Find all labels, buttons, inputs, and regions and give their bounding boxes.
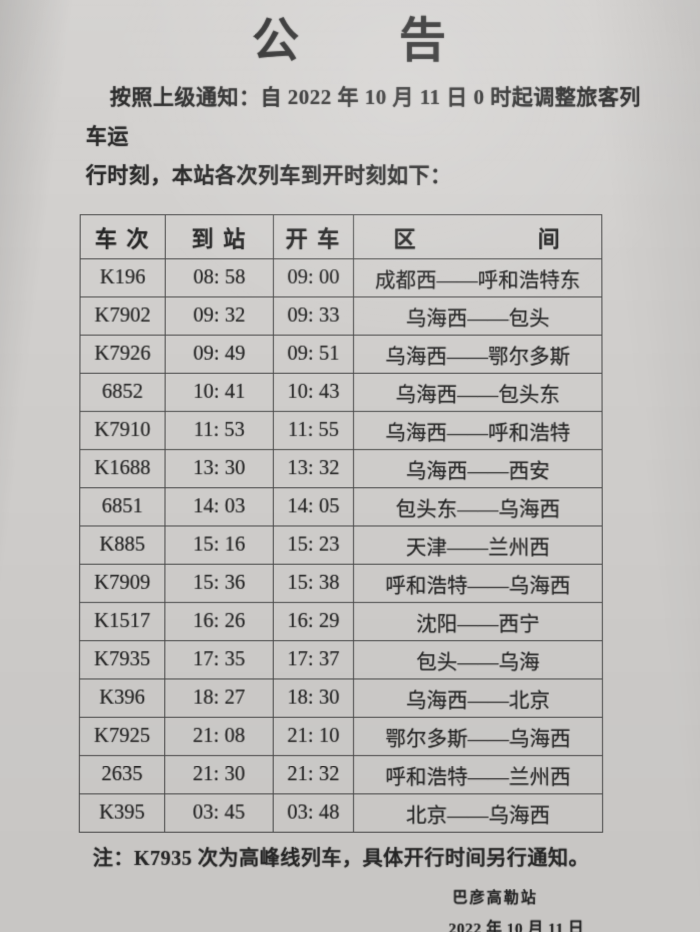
arrival-time-cell: 15: 16 <box>164 526 274 565</box>
timetable-row: K7909 15: 36 15: 38 呼和浩特——乌海西 <box>79 564 603 603</box>
route-section-cell: 呼和浩特——乌海西 <box>353 564 603 603</box>
arrival-time-cell: 09: 49 <box>165 335 274 374</box>
departure-time-cell: 21: 10 <box>273 717 354 756</box>
departure-time-cell: 09: 33 <box>273 297 354 336</box>
route-section-cell: 鄂尔多斯——乌海西 <box>353 717 603 756</box>
departure-time-cell: 03: 48 <box>273 794 354 833</box>
route-section-cell: 沈阳——西宁 <box>353 602 603 642</box>
arrival-time-cell: 11: 53 <box>165 411 274 450</box>
timetable-row: K7910 11: 53 11: 55 乌海西——呼和浩特 <box>79 411 603 450</box>
arrival-time-cell: 09: 32 <box>165 297 274 336</box>
route-section-cell: 乌海西——包头东 <box>353 373 603 412</box>
arrival-time-cell: 16: 26 <box>164 602 274 642</box>
departure-time-cell: 18: 30 <box>273 679 354 718</box>
departure-time-cell: 15: 23 <box>273 526 354 565</box>
arrival-time-cell: 14: 03 <box>164 488 274 527</box>
route-section-cell: 乌海西——西安 <box>353 449 603 489</box>
notice-intro: 按照上级通知：自 2022 年 10 月 11 日 0 时起调整旅客列车运 行时… <box>86 78 651 195</box>
train-number-cell: K1517 <box>79 602 165 642</box>
arrival-time-cell: 13: 30 <box>165 449 274 489</box>
timetable-row: K885 15: 16 15: 23 天津——兰州西 <box>79 526 603 565</box>
timetable-row: K7925 21: 08 21: 10 鄂尔多斯——乌海西 <box>79 717 603 756</box>
timetable-row: K395 03: 45 03: 48 北京——乌海西 <box>79 794 603 833</box>
timetable-row: K196 08: 58 09: 00 成都西——呼和浩特东 <box>80 259 602 298</box>
route-section-cell: 天津——兰州西 <box>353 526 603 565</box>
train-number-cell: 6851 <box>79 488 166 527</box>
arrival-time-cell: 18: 27 <box>164 679 274 718</box>
arrival-time-cell: 15: 36 <box>164 564 274 603</box>
train-number-cell: K196 <box>80 259 166 298</box>
route-section-cell: 成都西——呼和浩特东 <box>353 259 602 298</box>
arrival-time-cell: 03: 45 <box>164 794 274 833</box>
train-number-cell: K7926 <box>79 335 166 374</box>
notice-title: 公 告 <box>251 15 449 68</box>
arrival-time-cell: 08: 58 <box>165 259 274 298</box>
timetable-body: K196 08: 58 09: 00 成都西——呼和浩特东 K7902 09: … <box>79 259 603 833</box>
notice-footnote: 注：K7935 次为高峰线列车，具体开行时间另行通知。 <box>92 848 590 871</box>
col-header-arrival: 到 站 <box>165 215 274 260</box>
train-number-cell: K885 <box>79 526 165 565</box>
notice-date: 2022 年 10 月 11 日 <box>448 920 585 932</box>
train-number-cell: K7909 <box>79 564 165 603</box>
train-number-cell: K7910 <box>79 411 166 450</box>
route-section-cell: 包头东——乌海西 <box>353 488 603 527</box>
route-section-cell: 包头——乌海 <box>353 641 603 680</box>
intro-line-2: 行时刻，本站各次列车到开时刻如下： <box>85 163 452 188</box>
arrival-time-cell: 10: 41 <box>165 373 274 412</box>
train-number-cell: 6852 <box>79 373 166 412</box>
train-number-cell: K7902 <box>80 297 166 336</box>
departure-time-cell: 21: 32 <box>273 755 354 795</box>
station-signature: 巴彦高勒站 <box>452 890 538 907</box>
timetable-row: K7926 09: 49 09: 51 乌海西——鄂尔多斯 <box>79 335 603 374</box>
timetable-row: 6852 10: 41 10: 43 乌海西——包头东 <box>79 373 603 412</box>
route-section-cell: 乌海西——包头 <box>353 297 602 336</box>
timetable-row: K7935 17: 35 17: 37 包头——乌海 <box>79 641 603 680</box>
route-section-cell: 乌海西——北京 <box>353 679 603 718</box>
timetable-row: 6851 14: 03 14: 05 包头东——乌海西 <box>79 488 603 527</box>
timetable-row: K1517 16: 26 16: 29 沈阳——西宁 <box>79 602 603 642</box>
arrival-time-cell: 21: 30 <box>164 755 274 795</box>
route-section-cell: 北京——乌海西 <box>353 794 603 833</box>
col-header-departure: 开 车 <box>273 215 354 260</box>
departure-time-cell: 10: 43 <box>273 373 354 412</box>
train-number-cell: K396 <box>79 679 165 718</box>
timetable-header-row: 车 次 到 站 开 车 区 间 <box>80 215 602 260</box>
route-section-cell: 呼和浩特——兰州西 <box>353 755 603 795</box>
departure-time-cell: 14: 05 <box>273 488 354 527</box>
departure-time-cell: 13: 32 <box>273 449 354 489</box>
train-number-cell: K1688 <box>79 449 166 489</box>
departure-time-cell: 09: 00 <box>273 259 354 298</box>
timetable-row: K1688 13: 30 13: 32 乌海西——西安 <box>79 449 603 489</box>
arrival-time-cell: 17: 35 <box>164 641 274 680</box>
timetable-row: 2635 21: 30 21: 32 呼和浩特——兰州西 <box>79 755 603 795</box>
departure-time-cell: 11: 55 <box>273 411 354 450</box>
arrival-time-cell: 21: 08 <box>164 717 274 756</box>
col-header-section: 区 间 <box>353 215 602 260</box>
departure-time-cell: 16: 29 <box>273 602 354 642</box>
train-number-cell: K7925 <box>79 717 165 756</box>
timetable-row: K7902 09: 32 09: 33 乌海西——包头 <box>80 297 602 336</box>
train-number-cell: 2635 <box>79 755 165 795</box>
route-section-cell: 乌海西——鄂尔多斯 <box>353 335 603 374</box>
timetable-row: K396 18: 27 18: 30 乌海西——北京 <box>79 679 603 718</box>
intro-line-1: 按照上级通知：自 2022 年 10 月 11 日 0 时起调整旅客列车运 <box>85 85 642 149</box>
departure-time-cell: 09: 51 <box>273 335 354 374</box>
route-section-cell: 乌海西——呼和浩特 <box>353 411 603 450</box>
train-number-cell: K395 <box>79 794 165 833</box>
train-number-cell: K7935 <box>79 641 165 680</box>
train-timetable: 车 次 到 站 开 车 区 间 K196 08: 58 09: 00 成都西——… <box>79 215 603 833</box>
col-header-train-no: 车 次 <box>80 215 166 260</box>
departure-time-cell: 17: 37 <box>273 641 354 680</box>
departure-time-cell: 15: 38 <box>273 564 354 603</box>
